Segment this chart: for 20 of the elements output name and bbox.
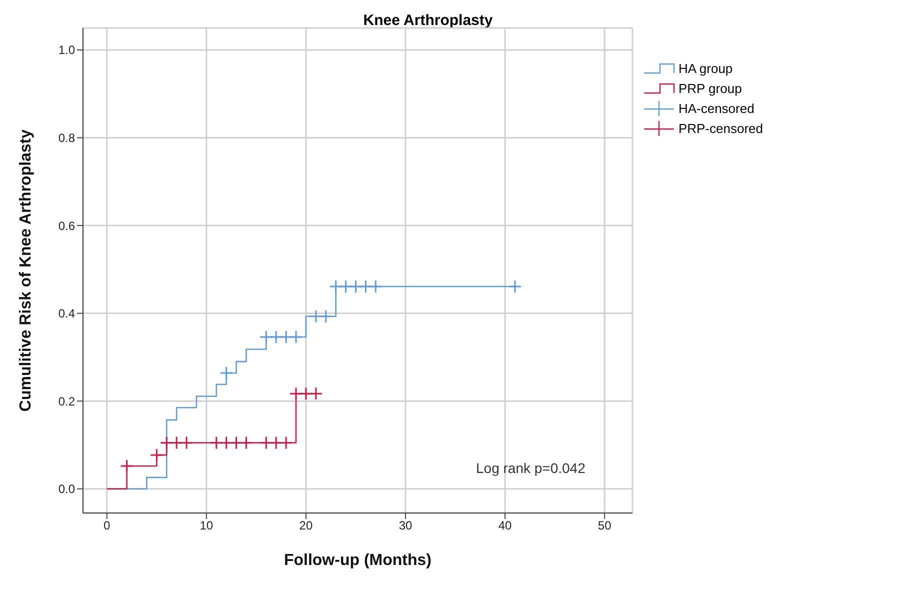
chart-title: Knee Arthroplasty xyxy=(362,12,494,29)
x-tick-label: 40 xyxy=(498,518,512,533)
legend-label: HA-censored xyxy=(678,100,754,116)
annotation: Log rank p=0.042 xyxy=(476,460,586,476)
y-tick-label: 0.4 xyxy=(58,306,76,321)
legend-label: PRP group xyxy=(678,80,742,96)
legend-label: HA group xyxy=(678,60,733,76)
x-tick-label: 0 xyxy=(104,518,111,533)
legend-label: PRP-censored xyxy=(678,120,763,136)
y-tick-label: 0.0 xyxy=(58,482,76,496)
x-tick-label: 30 xyxy=(398,518,412,533)
y-tick-label: 0.6 xyxy=(58,218,76,233)
y-tick-label: 0.2 xyxy=(58,394,76,408)
y-axis-title: Cumulitive Risk of Knee Arthroplasty xyxy=(18,129,35,412)
x-tick-label: 20 xyxy=(299,518,313,533)
x-tick-label: 10 xyxy=(200,518,214,533)
x-tick-label: 50 xyxy=(598,518,612,533)
x-axis-title: Follow-up (Months) xyxy=(284,552,432,569)
y-tick-label: 1.0 xyxy=(58,43,76,58)
y-tick-label: 0.8 xyxy=(58,130,76,145)
